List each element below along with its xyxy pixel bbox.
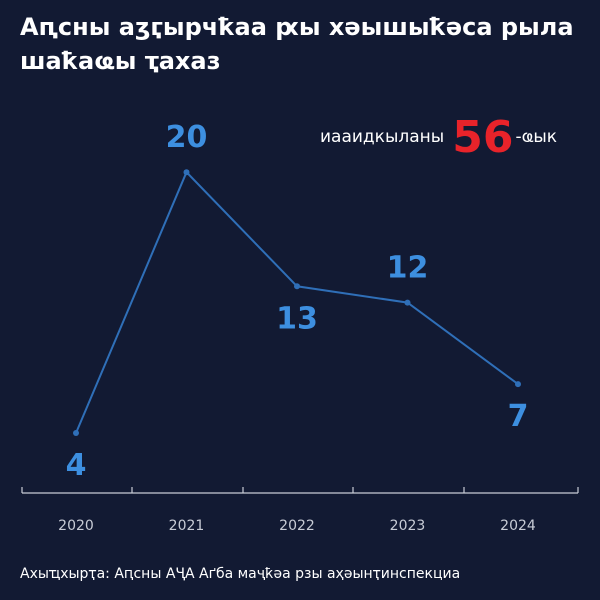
source-note: Ахыҵхырҭа: Аԥсны АҶА Аґба маҷҟәа рзы аҳә… [20,566,461,582]
data-point [294,283,300,290]
data-label: 13 [276,301,318,336]
x-tick-label: 2020 [58,518,94,534]
data-point [404,299,411,306]
data-label: 4 [66,448,87,483]
chart-title: Аԥсны аӡӷырчҟаа ԗы хәышыҟәса рыла шаҟаҩы… [20,13,574,75]
data-label: 7 [508,399,529,434]
data-label: 12 [387,251,429,286]
data-point [515,381,521,388]
x-tick-label: 2021 [169,518,205,534]
x-tick-label: 2022 [279,518,315,534]
x-tick-label: 2024 [500,518,536,534]
data-point [73,430,79,436]
x-tick-label: 2023 [390,518,426,534]
total-prefix: иааидкыланы [320,127,445,147]
data-label: 20 [166,120,208,155]
data-point [183,169,190,176]
total-callout: иааидкыланы 56 -ҩык [320,111,558,163]
x-axis: 2020 2021 2022 2023 2024 [21,487,579,534]
line-chart: 2020 2021 2022 2023 2024 4 20 13 12 7 [21,120,579,534]
data-labels: 4 20 13 12 7 [66,120,529,483]
total-value: 56 [452,111,514,163]
total-suffix: -ҩык [515,127,558,147]
data-points [73,169,521,436]
